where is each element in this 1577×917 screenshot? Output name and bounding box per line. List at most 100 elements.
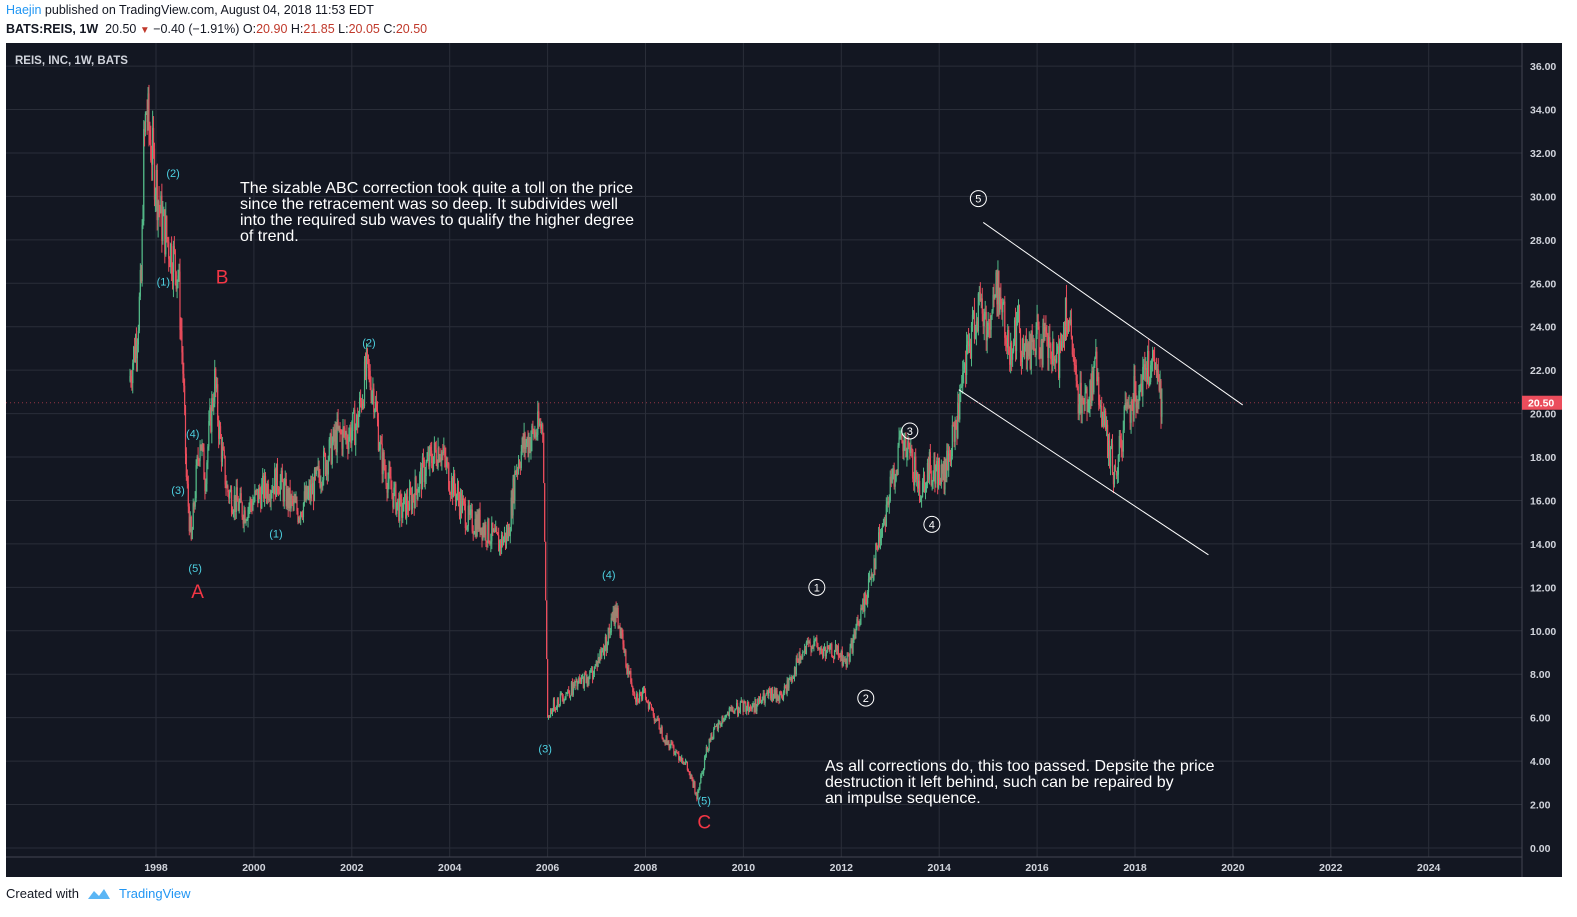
candle-body xyxy=(914,456,916,486)
time-axis[interactable]: 1998 2000 2002 2004 2006 2008 2010 2012 2014 2016… xyxy=(6,856,1522,874)
channel-trendline[interactable] xyxy=(982,222,1243,406)
candle-body xyxy=(963,370,965,373)
candle-body xyxy=(281,470,283,483)
candle-body xyxy=(794,667,797,675)
impulse-label-circle xyxy=(969,190,987,208)
candle-body xyxy=(503,532,506,539)
candle-body xyxy=(156,170,158,221)
candle-body xyxy=(1149,381,1151,386)
candle-body xyxy=(415,477,417,490)
candle-body xyxy=(513,478,515,501)
candle-body xyxy=(833,657,835,659)
impulse-label-circle xyxy=(808,578,826,596)
candle-body xyxy=(1054,359,1056,361)
candle-body xyxy=(1029,341,1031,369)
candle-body xyxy=(967,341,970,347)
channel-trendline[interactable] xyxy=(958,389,1209,556)
candle-body xyxy=(1150,365,1152,382)
candle-body xyxy=(1144,364,1146,370)
trendlines[interactable] xyxy=(958,222,1243,556)
candle-body xyxy=(684,763,686,765)
candle-body xyxy=(173,246,175,251)
candle-body xyxy=(264,475,266,499)
candle-body xyxy=(307,492,309,499)
candle-body xyxy=(785,688,787,694)
candle-body xyxy=(177,275,179,280)
candle-body xyxy=(441,452,443,461)
candle-body xyxy=(689,772,691,779)
candle-body xyxy=(738,709,741,713)
candle-body xyxy=(733,710,735,714)
impulse-label: 1 xyxy=(814,582,820,594)
candle-body xyxy=(792,677,794,679)
candle-body xyxy=(232,512,235,514)
candle-body xyxy=(702,772,704,774)
candle-body xyxy=(225,484,227,488)
x-tick-label: 2002 xyxy=(340,862,364,874)
candle-body xyxy=(1016,316,1019,326)
annotation-text-1[interactable]: The sizable ABC correction took quite a … xyxy=(240,180,634,245)
candle-body xyxy=(620,627,622,636)
candle-body xyxy=(488,518,490,542)
candle-body xyxy=(244,510,246,523)
candle-body xyxy=(845,658,847,667)
annotation-text-2[interactable]: As all corrections do, this too passed. … xyxy=(825,758,1215,807)
candle-body xyxy=(182,352,184,374)
candle-body xyxy=(297,511,299,522)
candle-body xyxy=(646,702,649,704)
candle-body xyxy=(549,709,552,718)
candle-body xyxy=(213,403,215,408)
candle-body xyxy=(242,516,244,524)
candle-body xyxy=(518,462,521,467)
candle-body xyxy=(671,742,673,745)
candle-body xyxy=(776,690,778,701)
candle-body xyxy=(728,707,730,717)
author-link[interactable]: Haejin xyxy=(6,3,42,17)
candle-body xyxy=(157,201,159,221)
candle-body xyxy=(654,720,656,722)
candle-body xyxy=(913,478,915,486)
candle-body xyxy=(230,489,232,492)
candle-body xyxy=(803,648,806,652)
candle-body xyxy=(823,647,826,651)
candle-body xyxy=(1158,381,1160,391)
candle-body xyxy=(949,455,952,461)
candle-body xyxy=(192,503,194,530)
candle-body xyxy=(740,700,742,703)
candle-body xyxy=(510,497,512,531)
candle-body xyxy=(998,270,1000,313)
candle-body xyxy=(847,655,849,657)
candle-body xyxy=(504,532,507,543)
publish-info: Haejin published on TradingView.com, Aug… xyxy=(6,3,374,17)
candle-body xyxy=(810,646,812,651)
price-axis[interactable]: 0.00 2.00 4.00 6.00 8.00 10.00 12.00 14.00 16.00… xyxy=(1521,43,1562,877)
candle-body xyxy=(662,737,664,741)
candle-body xyxy=(820,648,822,651)
tradingview-brand-link[interactable]: TradingView xyxy=(118,886,191,901)
candle-body xyxy=(454,490,457,502)
candle-body xyxy=(188,506,190,532)
candle-body xyxy=(678,753,680,760)
candle-body xyxy=(944,463,946,490)
candle-body xyxy=(486,540,488,543)
low-value: 20.05 xyxy=(348,22,380,36)
candle-body xyxy=(902,443,904,452)
candle-body xyxy=(1058,346,1060,378)
candle-body xyxy=(216,384,218,389)
candle-body xyxy=(674,754,676,756)
price-axis-bg[interactable] xyxy=(1522,43,1562,877)
candle-body xyxy=(886,501,888,505)
candle-body xyxy=(286,488,288,507)
candle-body xyxy=(595,661,597,665)
candle-body xyxy=(508,527,510,537)
candle-body xyxy=(907,441,909,452)
candle-body xyxy=(260,494,262,509)
candle-body xyxy=(1009,354,1011,365)
candle-body xyxy=(329,433,331,440)
annotation-line: The sizable ABC correction took quite a … xyxy=(240,180,633,197)
candle-body xyxy=(748,702,750,712)
candle-body xyxy=(942,464,944,474)
candle-body xyxy=(673,745,675,755)
candle-body xyxy=(198,459,200,462)
